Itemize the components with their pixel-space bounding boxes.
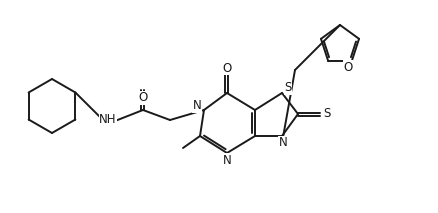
- Text: N: N: [192, 99, 201, 112]
- Text: N: N: [222, 154, 231, 167]
- Text: S: S: [284, 82, 291, 95]
- Text: NH: NH: [99, 114, 117, 127]
- Text: O: O: [222, 62, 231, 75]
- Text: O: O: [343, 61, 352, 74]
- Text: O: O: [138, 92, 147, 105]
- Text: S: S: [322, 108, 330, 121]
- Text: N: N: [278, 137, 287, 150]
